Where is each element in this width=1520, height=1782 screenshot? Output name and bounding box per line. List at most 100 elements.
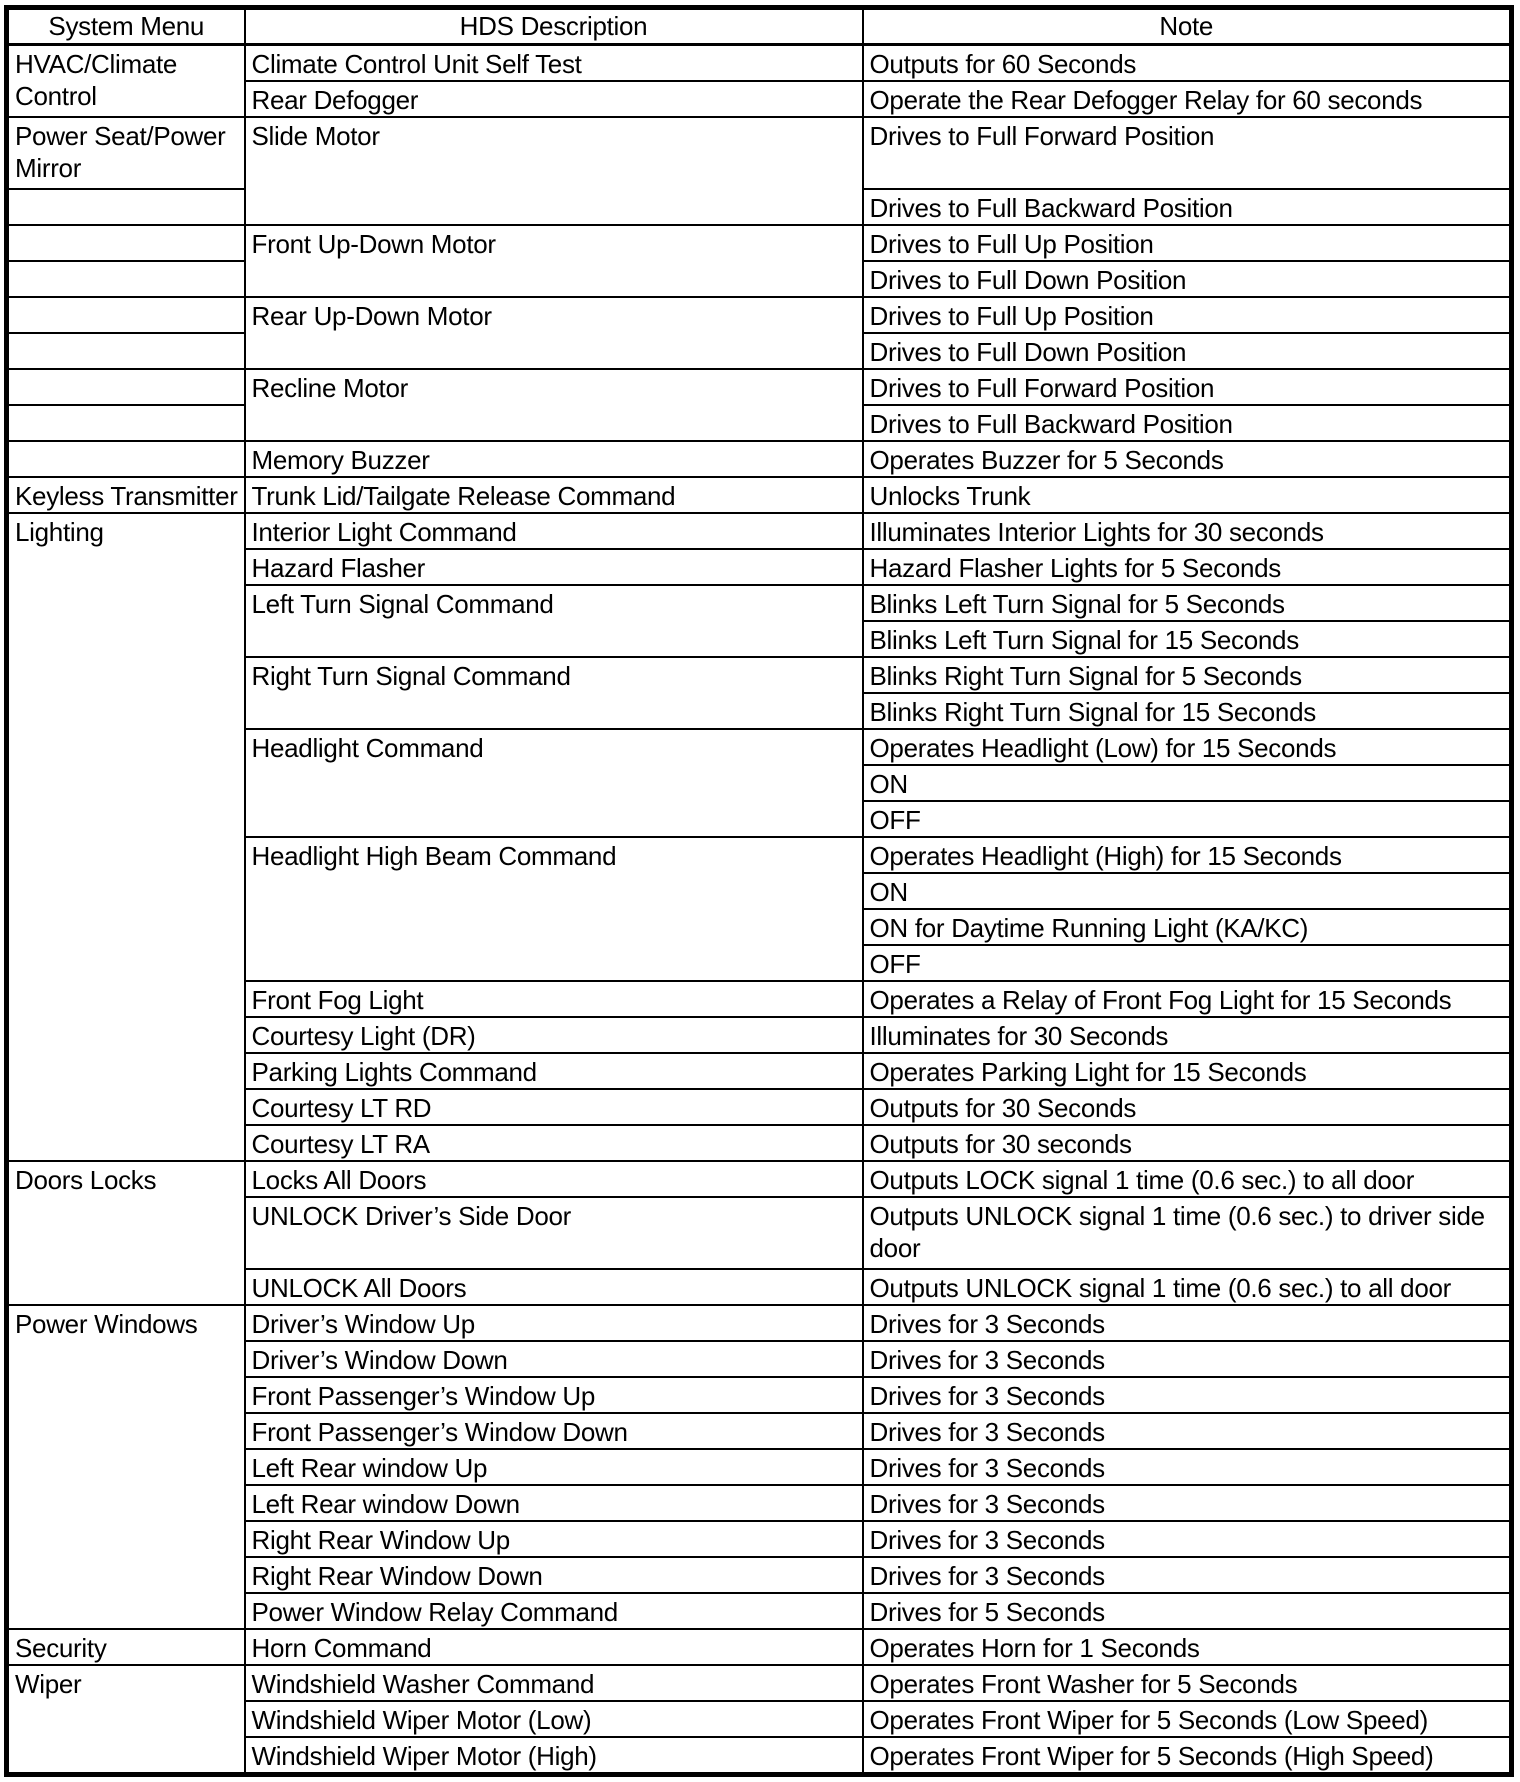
note-cell: Outputs UNLOCK signal 1 time (0.6 sec.) … [861,1268,1513,1306]
hds-description-cell: Right Rear Window Up [243,1520,864,1558]
table-row: Front Fog Light Operates a Relay of Front… [7,980,1513,1018]
note-cell: Blinks Left Turn Signal for 15 Seconds [861,620,1513,658]
table-row: Driver’s Window Down Drives for 3 Seconds [7,1340,1513,1378]
table-row: Hazard Flasher Hazard Flasher Lights for … [7,548,1513,586]
system-menu-cell [5,404,246,442]
note-cell: Outputs LOCK signal 1 time (0.6 sec.) to… [861,1160,1513,1198]
table-row: Drives to Full Down Position [5,260,1513,298]
table-row: Windshield Wiper Motor (Low) Operates Fro… [7,1700,1513,1738]
table-row: Keyless Transmitter Trunk Lid/Tailgate Re… [5,476,1513,514]
table-row: Drives to Full Backward Position [5,404,1513,442]
system-menu-cell: Power Seat/Power Mirror [5,116,246,190]
system-menu-cell: Security [5,1628,246,1666]
note-cell: Drives to Full Forward Position [861,368,1513,406]
table-row: Front Passenger’s Window Down Drives for … [7,1412,1513,1450]
hds-description-cell: Slide Motor [243,116,864,226]
note-cell: Drives to Full Forward Position [861,116,1513,190]
note-cell: Drives to Full Backward Position [861,404,1513,442]
hds-description-cell: Hazard Flasher [243,548,864,586]
table-row: Security Horn Command Operates Horn for 1 … [5,1628,1513,1666]
table-row: Parking Lights Command Operates Parking L… [7,1052,1513,1090]
hds-description-cell: Courtesy LT RA [243,1124,864,1162]
hds-description-cell: Trunk Lid/Tailgate Release Command [243,476,864,514]
note-cell: Illuminates for 30 Seconds [861,1016,1513,1054]
system-menu-cell [5,440,246,478]
note-cell: Outputs for 30 seconds [861,1124,1513,1162]
note-cell: Blinks Right Turn Signal for 5 Seconds [861,656,1513,694]
note-cell: Drives to Full Down Position [861,260,1513,298]
note-cell: Operates Headlight (Low) for 15 Seconds [861,728,1513,766]
note-cell: Drives for 3 Seconds [861,1556,1513,1594]
hds-description-cell: Rear Defogger [243,80,864,118]
note-cell: Drives for 3 Seconds [861,1448,1513,1486]
hds-description-cell: Windshield Wiper Motor (Low) [243,1700,864,1738]
hds-description-cell: Horn Command [243,1628,864,1666]
note-cell: Drives to Full Up Position [861,224,1513,262]
hds-description-cell: Right Turn Signal Command [243,656,864,730]
note-cell: Operates Front Washer for 5 Seconds [861,1664,1513,1702]
note-cell: Drives to Full Up Position [861,296,1513,334]
table-row: Blinks Right Turn Signal for 15 Seconds [7,692,1513,730]
note-cell: Drives for 3 Seconds [861,1340,1513,1378]
note-cell: Blinks Left Turn Signal for 5 Seconds [861,584,1513,622]
note-cell: ON [861,872,1513,910]
hds-description-cell: Left Rear window Down [243,1484,864,1522]
system-menu-cell [5,260,246,298]
table-row: Left Turn Signal Command Blinks Left Turn… [7,584,1513,658]
note-cell: OFF [861,800,1513,838]
system-menu-cell [5,188,246,226]
table-row: ON [7,764,1513,802]
hds-description-cell: UNLOCK All Doors [243,1268,864,1306]
table-row: Courtesy Light (DR) Illuminates for 30 Se… [7,1016,1513,1054]
hds-description-cell: Left Turn Signal Command [243,584,864,658]
note-cell: Operates a Relay of Front Fog Light for … [861,980,1513,1018]
table-row: Doors Locks Locks All Doors Outputs LOCK s… [5,1160,1513,1306]
document-page: System Menu HDS Description Note HVAC/Clim… [4,5,1516,1777]
note-cell: Operates Front Wiper for 5 Seconds (High… [861,1736,1513,1776]
hds-description-cell: Power Window Relay Command [243,1592,864,1630]
note-cell: Drives to Full Backward Position [861,188,1513,226]
system-menu-cell: HVAC/Climate Control [5,43,246,118]
table-row: ON for Daytime Running Light (KA/KC) [7,908,1513,946]
note-cell: ON for Daytime Running Light (KA/KC) [861,908,1513,946]
table-row: Left Rear window Up Drives for 3 Seconds [7,1448,1513,1486]
hds-description-cell: Memory Buzzer [243,440,864,478]
table-row: Power Window Relay Command Drives for 5 S… [7,1592,1513,1630]
table-row: Wiper Windshield Washer Command Operates F… [5,1664,1513,1776]
note-cell: Operate the Rear Defogger Relay for 60 s… [861,80,1513,118]
system-menu-cell: Doors Locks [5,1160,246,1306]
table-row: Courtesy LT RA Outputs for 30 seconds [7,1124,1513,1162]
hds-description-cell: Windshield Wiper Motor (High) [243,1736,864,1776]
note-cell: OFF [861,944,1513,982]
hds-description-cell: Front Up-Down Motor [243,224,864,298]
column-header-note: Note [861,6,1513,46]
table-row: UNLOCK All Doors Outputs UNLOCK signal 1 … [7,1268,1513,1306]
table-row: Blinks Left Turn Signal for 15 Seconds [7,620,1513,658]
note-cell: Illuminates Interior Lights for 30 secon… [861,512,1513,550]
table-row: ON [7,872,1513,910]
table-row: Front Up-Down Motor Drives to Full Up Pos… [5,224,1513,298]
column-header-desc: HDS Description [243,6,864,46]
table-header: System Menu HDS Description Note [5,6,1513,46]
system-menu-cell [5,224,246,262]
note-cell: Outputs UNLOCK signal 1 time (0.6 sec.) … [861,1196,1513,1270]
table-body: HVAC/Climate Control Climate Control Unit… [5,43,1513,1776]
table-row: Front Passenger’s Window Up Drives for 3 … [7,1376,1513,1414]
note-cell: Unlocks Trunk [861,476,1513,514]
hds-description-cell: Headlight High Beam Command [243,836,864,982]
hds-description-cell: Front Passenger’s Window Down [243,1412,864,1450]
hds-description-cell: UNLOCK Driver’s Side Door [243,1196,864,1270]
table-row: Drives to Full Down Position [5,332,1513,370]
table-row: Headlight High Beam Command Operates Head… [7,836,1513,982]
table-row: OFF [7,800,1513,838]
hds-description-cell: Courtesy Light (DR) [243,1016,864,1054]
table-row: Power Windows Driver’s Window Up Drives fo… [5,1304,1513,1630]
note-cell: Outputs for 30 Seconds [861,1088,1513,1126]
note-cell: Operates Parking Light for 15 Seconds [861,1052,1513,1090]
table-row: Right Rear Window Down Drives for 3 Secon… [7,1556,1513,1594]
note-cell: Drives for 5 Seconds [861,1592,1513,1630]
system-menu-cell [5,332,246,370]
table-row: Rear Up-Down Motor Drives to Full Up Posi… [5,296,1513,370]
hds-description-cell: Rear Up-Down Motor [243,296,864,370]
table-row: Lighting Interior Light Command Illuminate… [5,512,1513,1162]
